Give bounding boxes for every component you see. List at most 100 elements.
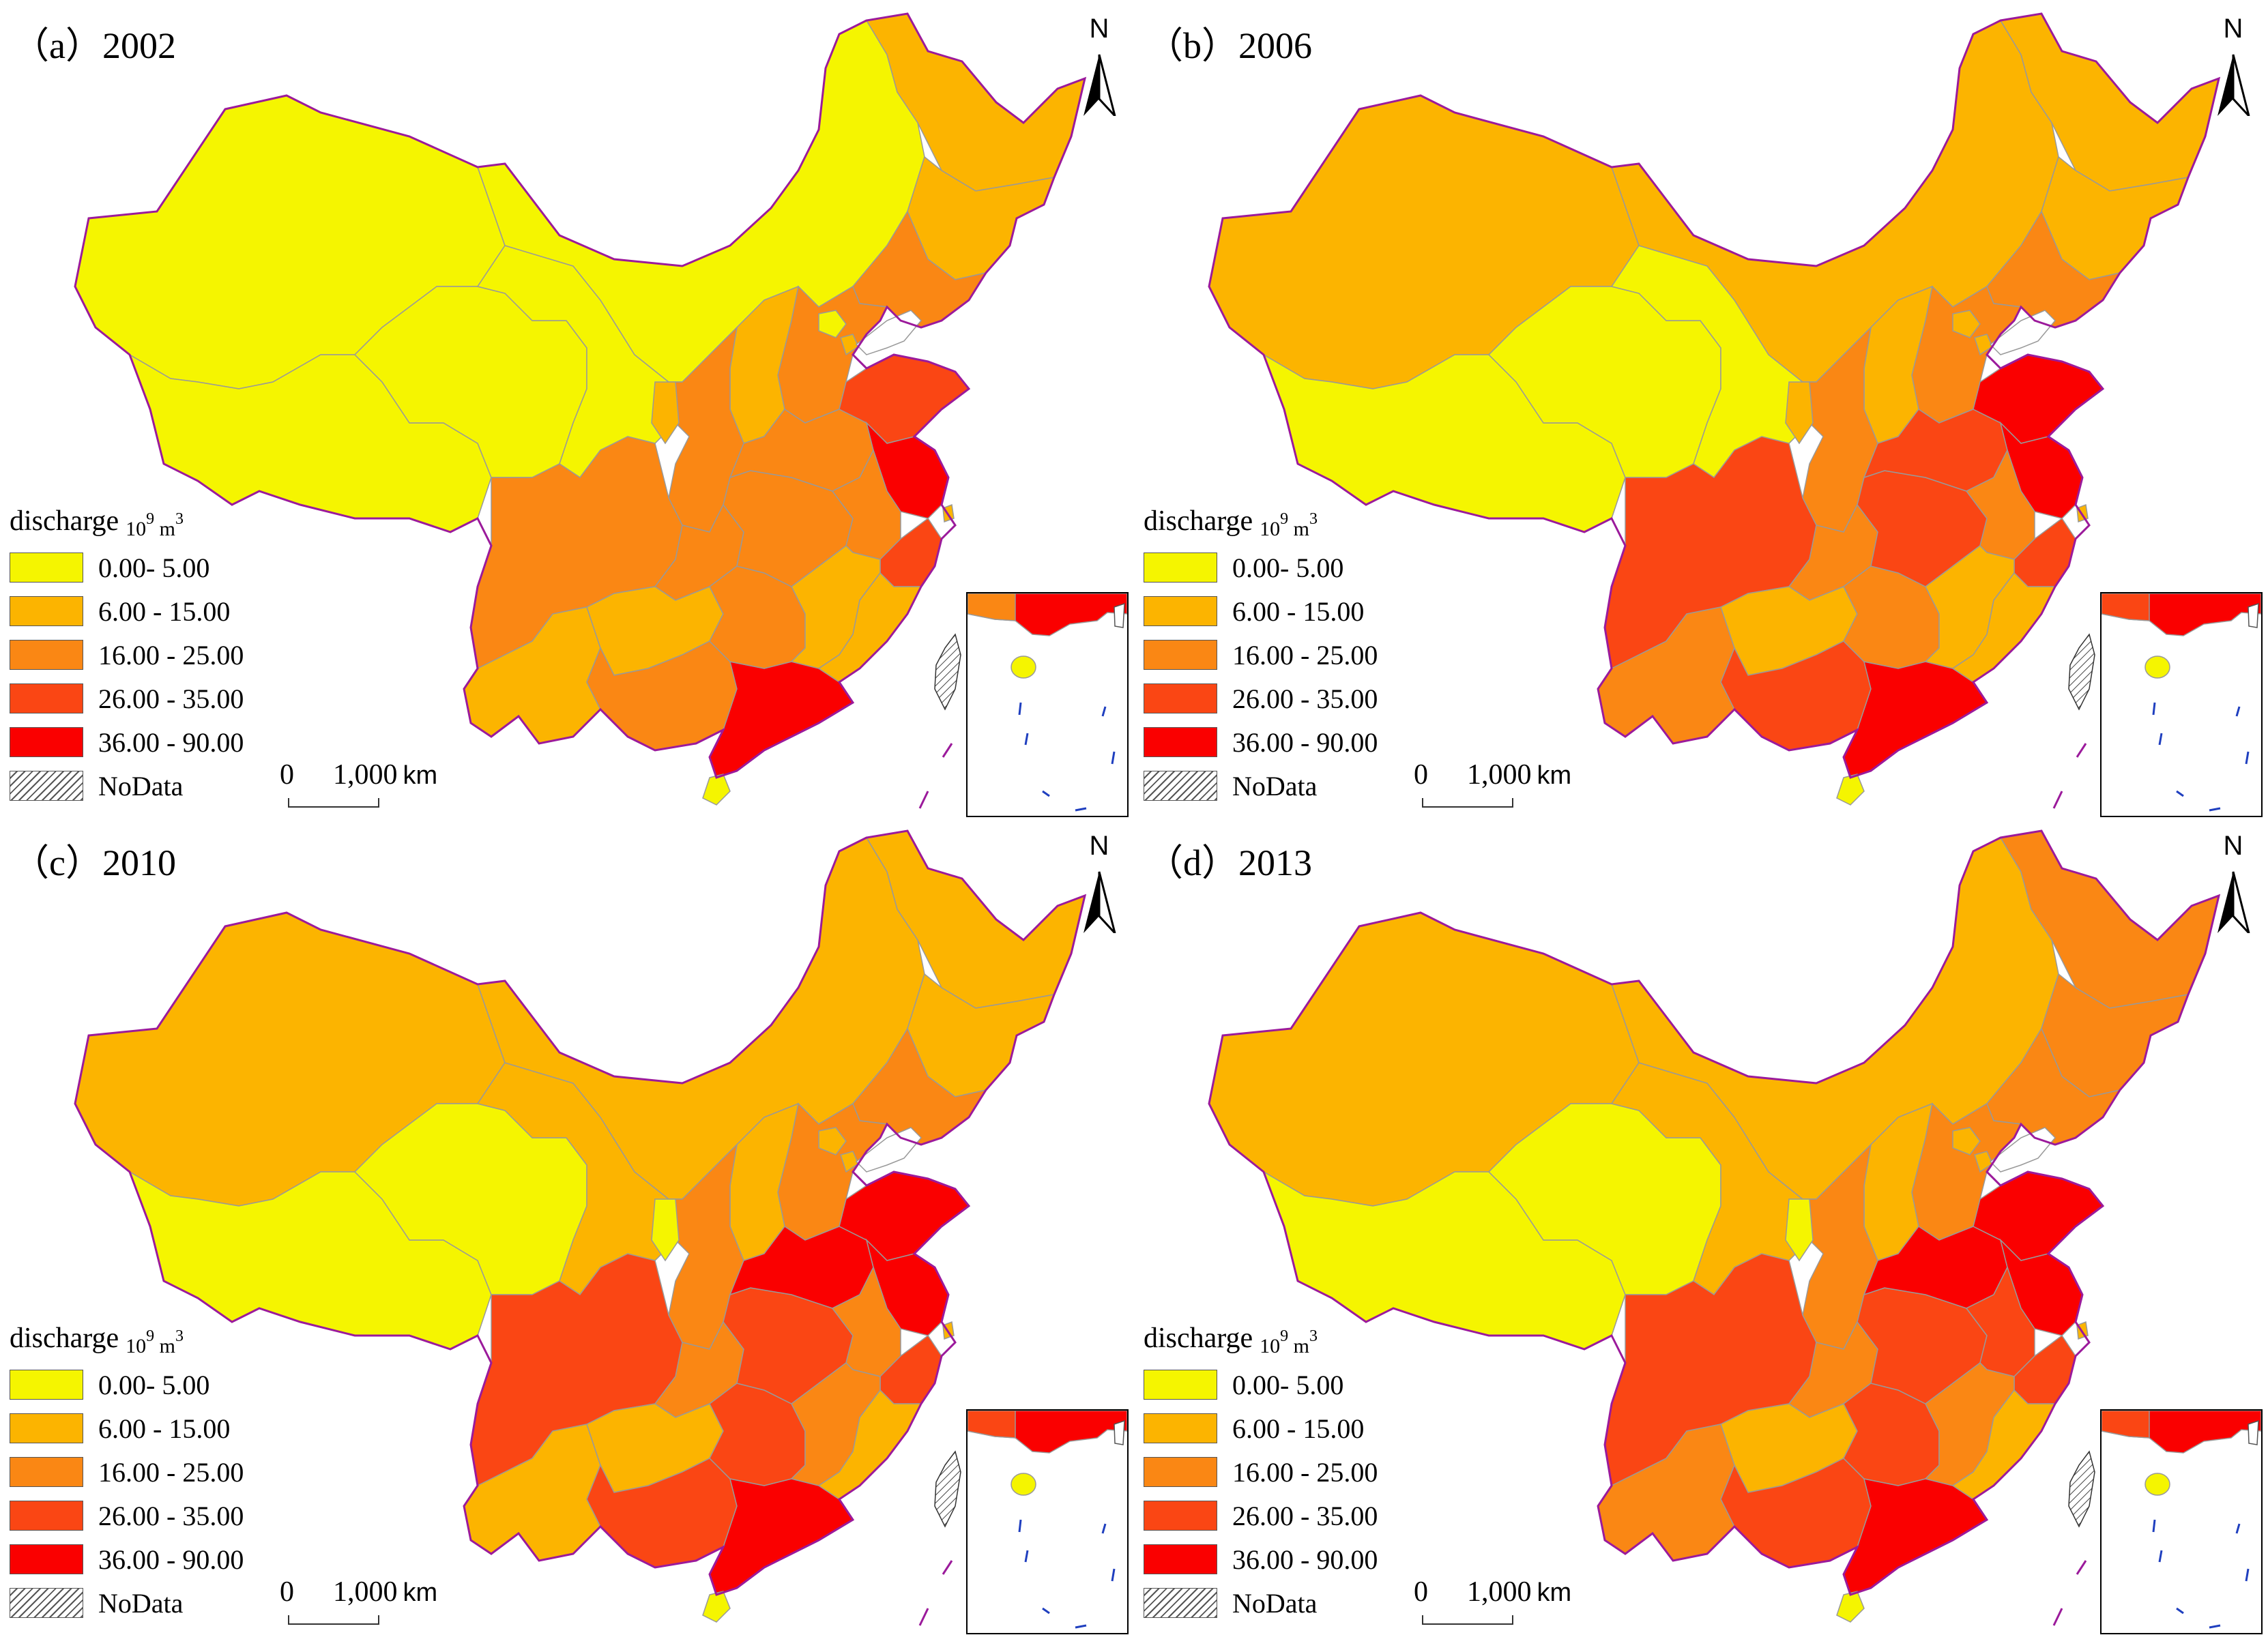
legend-swatch bbox=[1144, 683, 1217, 713]
legend-label: 0.00- 5.00 bbox=[98, 552, 210, 583]
maritime-line bbox=[2076, 1560, 2087, 1575]
legend-swatch bbox=[1144, 1457, 1217, 1487]
legend-item-3: 16.00 - 25.00 bbox=[1144, 1450, 1430, 1494]
legend-label: 6.00 - 15.00 bbox=[98, 595, 231, 627]
scale-bar-line bbox=[288, 1615, 379, 1625]
north-arrow-icon bbox=[2218, 871, 2250, 933]
legend-item-5: 36.00 - 90.00 bbox=[1144, 720, 1430, 764]
legend-label: 16.00 - 25.00 bbox=[98, 1456, 244, 1488]
scale-zero: 0 bbox=[1414, 1576, 1428, 1608]
panel-title: （d）2013 bbox=[1146, 842, 1312, 883]
legend-swatch-nodata bbox=[1144, 771, 1217, 801]
legend-label: 6.00 - 15.00 bbox=[1232, 595, 1365, 627]
south-china-sea-inset bbox=[2100, 1409, 2263, 1634]
china-map bbox=[1208, 12, 2221, 809]
legend-title: discharge 109 m3 bbox=[10, 505, 184, 540]
legend-label: 36.00 - 90.00 bbox=[1232, 726, 1378, 758]
legend-item-5: 36.00 - 90.00 bbox=[10, 1537, 296, 1581]
legend-label: 26.00 - 35.00 bbox=[1232, 683, 1378, 714]
legend-swatch bbox=[1144, 640, 1217, 670]
maritime-line bbox=[942, 1560, 953, 1575]
north-arrow-icon bbox=[1084, 54, 1116, 116]
legend-swatch bbox=[10, 596, 83, 626]
legend-item-2: 6.00 - 15.00 bbox=[1144, 1406, 1430, 1450]
scale-zero: 0 bbox=[1414, 759, 1428, 791]
legend-label: 16.00 - 25.00 bbox=[1232, 639, 1378, 671]
scale-bar-line bbox=[1422, 798, 1513, 808]
legend-item-4: 26.00 - 35.00 bbox=[1144, 1494, 1430, 1537]
region-ningxia bbox=[651, 1198, 680, 1262]
south-china-sea-inset bbox=[966, 1409, 1129, 1634]
region-hainan bbox=[1836, 1591, 1865, 1623]
legend-swatch bbox=[1144, 596, 1217, 626]
legend-label: 0.00- 5.00 bbox=[98, 1369, 210, 1400]
inset-map bbox=[2102, 593, 2261, 812]
legend-label: 0.00- 5.00 bbox=[1232, 1369, 1344, 1400]
legend-swatch bbox=[1144, 553, 1217, 583]
legend-swatch bbox=[10, 683, 83, 713]
legend-label: 6.00 - 15.00 bbox=[98, 1413, 231, 1444]
legend-label: 26.00 - 35.00 bbox=[1232, 1500, 1378, 1531]
north-arrow: N bbox=[1075, 831, 1123, 933]
panel-title: （a）2002 bbox=[12, 25, 176, 66]
legend-label: NoData bbox=[98, 1587, 184, 1619]
region-ningxia bbox=[1785, 381, 1814, 445]
legend-item-2: 6.00 - 15.00 bbox=[10, 1406, 296, 1450]
legend-item-4: 26.00 - 35.00 bbox=[1144, 677, 1430, 720]
inset-map bbox=[2102, 1411, 2261, 1629]
region-taiwan-nodata bbox=[2068, 1450, 2095, 1528]
legend-swatch-nodata bbox=[10, 1588, 83, 1618]
north-label: N bbox=[2223, 831, 2243, 861]
region-beijing bbox=[1952, 310, 1981, 338]
legend-swatch bbox=[10, 553, 83, 583]
region-ningxia bbox=[651, 381, 680, 445]
region-beijing bbox=[818, 1127, 847, 1155]
legend-title: discharge 109 m3 bbox=[1144, 505, 1318, 540]
legend-label: 16.00 - 25.00 bbox=[98, 639, 244, 671]
legend-title: discharge 109 m3 bbox=[1144, 1323, 1318, 1357]
north-label: N bbox=[1089, 831, 1109, 861]
region-taiwan-nodata bbox=[2068, 633, 2095, 711]
legend-swatch-nodata bbox=[1144, 1588, 1217, 1618]
legend-label: NoData bbox=[1232, 1587, 1318, 1619]
legend: discharge 109 m3 0.00- 5.00 6.00 - 15.00 16… bbox=[1144, 1322, 1430, 1625]
legend-item-4: 26.00 - 35.00 bbox=[10, 1494, 296, 1537]
region-beijing bbox=[1952, 1127, 1981, 1155]
legend-item-nodata: NoData bbox=[1144, 1581, 1430, 1625]
scale-bar: 0 1,000 km bbox=[280, 1576, 457, 1630]
legend-swatch bbox=[10, 727, 83, 757]
legend-item-3: 16.00 - 25.00 bbox=[10, 633, 296, 677]
scale-distance: 1,000 km bbox=[333, 759, 438, 791]
north-arrow-icon bbox=[1084, 871, 1116, 933]
scale-bar: 0 1,000 km bbox=[1414, 758, 1591, 813]
legend-label: 36.00 - 90.00 bbox=[98, 726, 244, 758]
north-arrow: N bbox=[2209, 831, 2257, 933]
legend-item-nodata: NoData bbox=[10, 764, 296, 808]
national-border bbox=[1208, 12, 2221, 779]
legend-label: NoData bbox=[98, 770, 184, 801]
north-label: N bbox=[2223, 14, 2243, 44]
legend-item-5: 36.00 - 90.00 bbox=[1144, 1537, 1430, 1581]
legend-item-1: 0.00- 5.00 bbox=[10, 1363, 296, 1406]
legend-swatch bbox=[10, 1413, 83, 1443]
maritime-line bbox=[942, 743, 953, 758]
legend-item-1: 0.00- 5.00 bbox=[10, 546, 296, 589]
scale-bar-line bbox=[288, 798, 379, 808]
legend-label: 36.00 - 90.00 bbox=[98, 1544, 244, 1575]
legend-swatch bbox=[10, 1457, 83, 1487]
region-ningxia bbox=[1785, 1198, 1814, 1262]
region-taiwan-nodata bbox=[934, 633, 961, 711]
scale-distance: 1,000 km bbox=[1467, 1576, 1572, 1608]
region-taiwan-nodata bbox=[934, 1450, 961, 1528]
legend-swatch bbox=[1144, 727, 1217, 757]
legend-item-5: 36.00 - 90.00 bbox=[10, 720, 296, 764]
legend-swatch-nodata bbox=[10, 771, 83, 801]
scale-distance: 1,000 km bbox=[333, 1576, 438, 1608]
region-hainan bbox=[702, 774, 731, 806]
legend-swatch bbox=[10, 1544, 83, 1574]
legend-item-2: 6.00 - 15.00 bbox=[10, 589, 296, 633]
south-china-sea-inset bbox=[2100, 592, 2263, 817]
legend-label: 36.00 - 90.00 bbox=[1232, 1544, 1378, 1575]
legend-label: 26.00 - 35.00 bbox=[98, 1500, 244, 1531]
